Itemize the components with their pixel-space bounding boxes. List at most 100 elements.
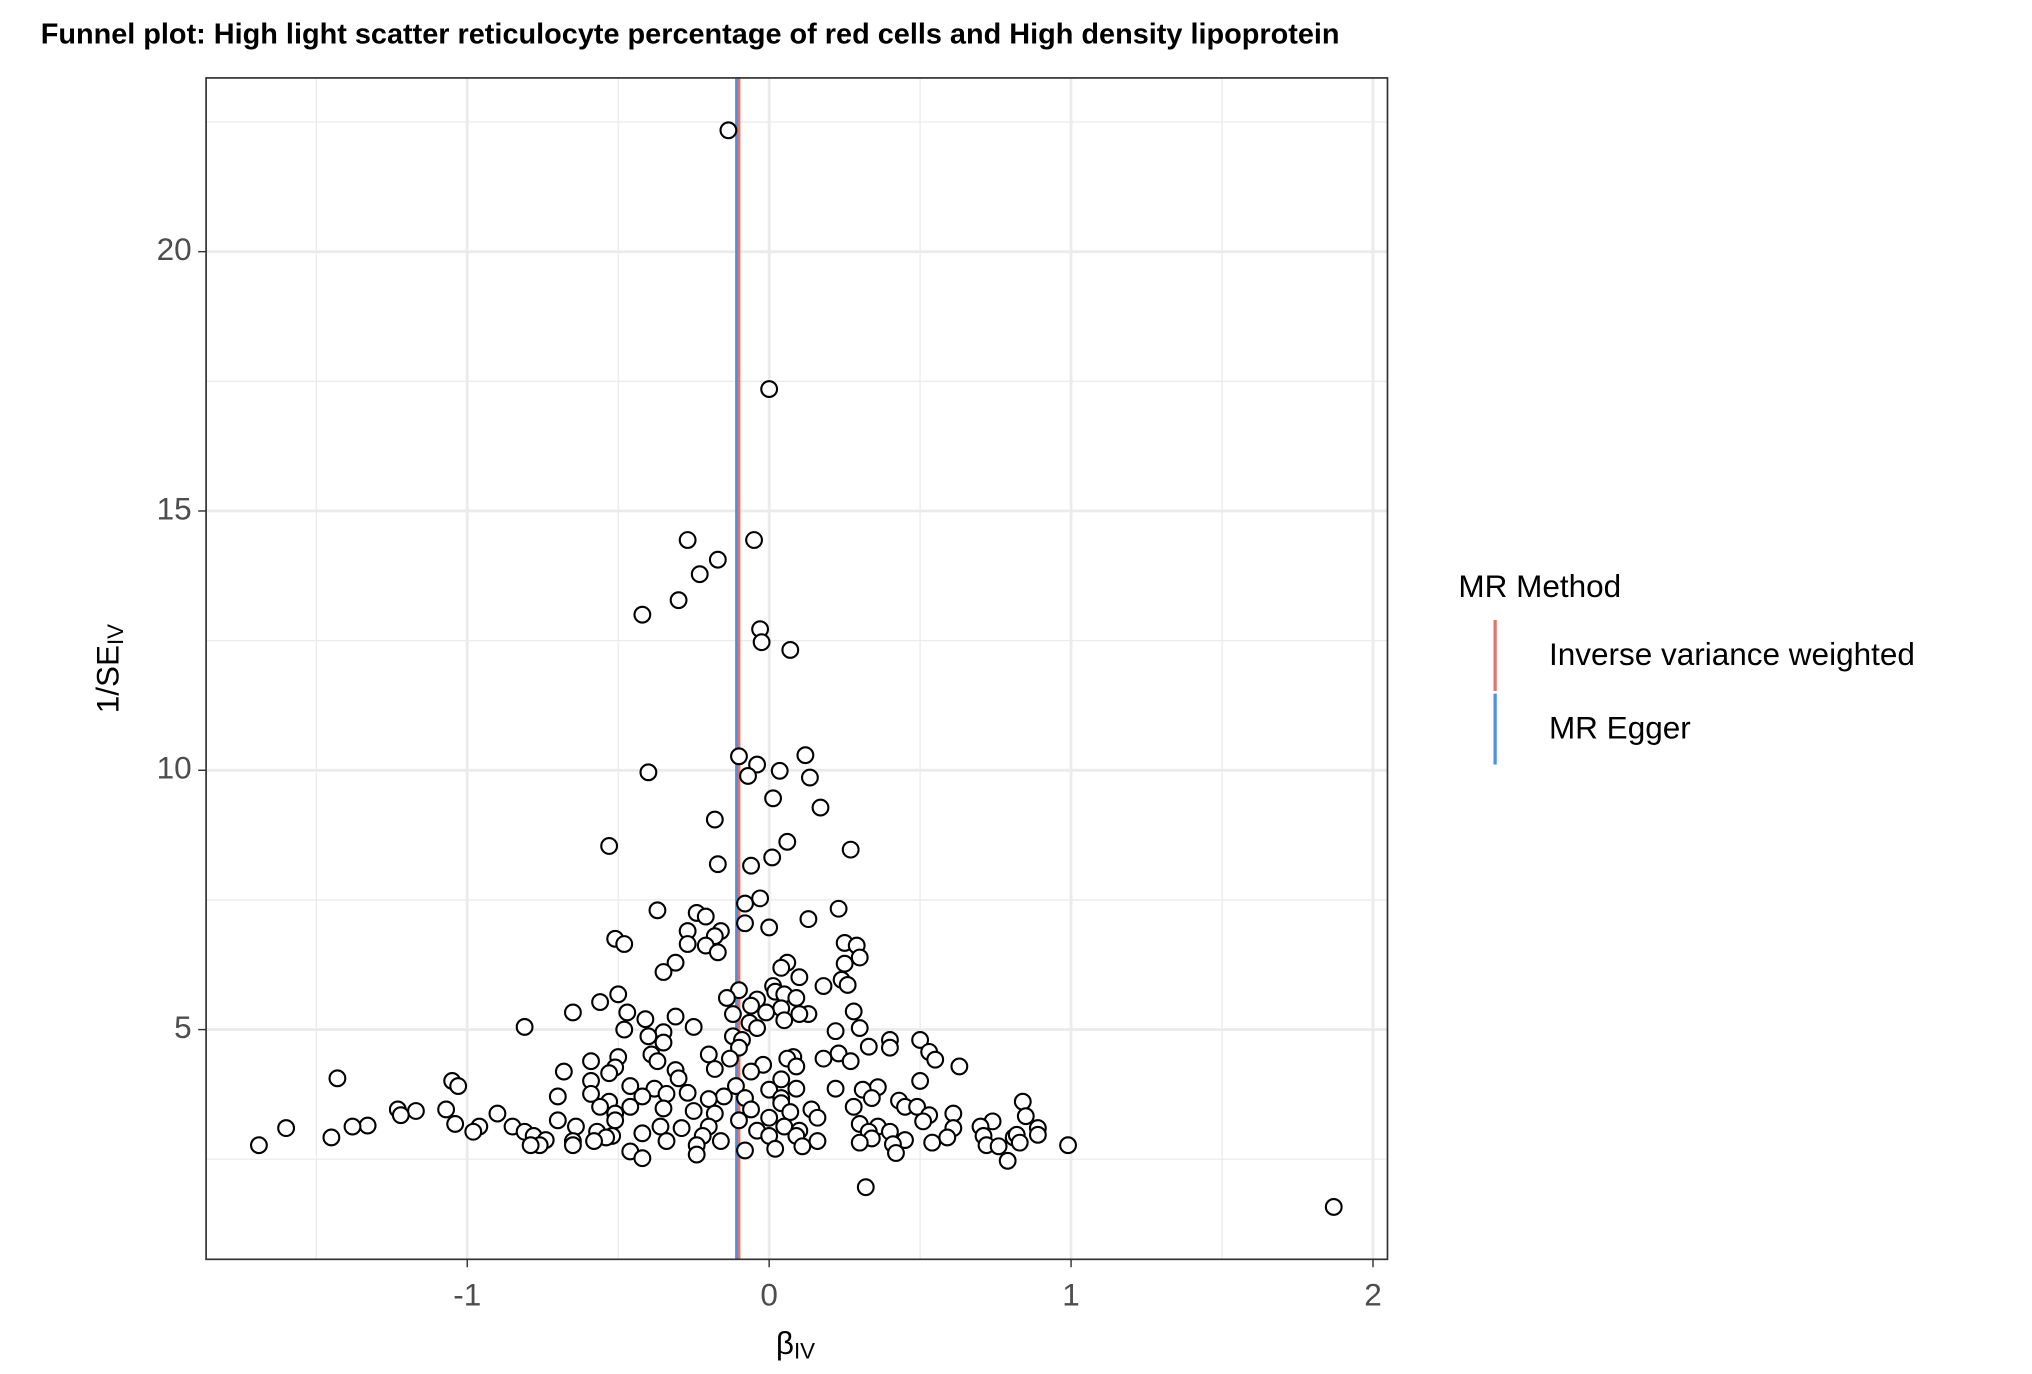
y-label-sub: IV [103, 624, 128, 645]
point [277, 1119, 296, 1138]
point [757, 1003, 776, 1022]
point [437, 1100, 456, 1119]
point [639, 763, 658, 782]
legend-label: MR Egger [1549, 710, 1691, 746]
point [781, 1103, 800, 1121]
y-tick-label: 20 [157, 231, 192, 267]
point [669, 1069, 688, 1088]
point [772, 958, 791, 977]
point [548, 1111, 567, 1130]
point [790, 1005, 809, 1023]
point [739, 767, 757, 785]
point [648, 1052, 667, 1071]
point [1016, 1107, 1035, 1126]
point [358, 1116, 377, 1135]
point [567, 1117, 585, 1136]
x-label-main: β [776, 1325, 794, 1361]
point [621, 1077, 640, 1096]
point [669, 591, 688, 610]
point [775, 1011, 794, 1030]
point [615, 1020, 634, 1039]
point [636, 1010, 655, 1029]
y-label-main: 1/SE [90, 645, 126, 713]
point [600, 1064, 619, 1083]
point [657, 1084, 676, 1103]
point [730, 747, 748, 766]
point [772, 1070, 791, 1089]
point [730, 1111, 748, 1130]
point [719, 121, 738, 140]
point [844, 1097, 863, 1116]
point [787, 989, 806, 1007]
point [808, 1132, 827, 1151]
point [838, 976, 857, 994]
point [1059, 1136, 1077, 1155]
point [808, 1108, 827, 1127]
point [742, 1100, 760, 1119]
point [850, 948, 869, 967]
point [654, 963, 673, 981]
point [826, 1022, 845, 1041]
legend-label: Inverse variance weighted [1549, 636, 1915, 672]
point [781, 641, 800, 659]
point [708, 855, 727, 874]
point [751, 889, 770, 908]
point [938, 1128, 957, 1147]
point [944, 1104, 963, 1123]
point [328, 1069, 347, 1088]
point [760, 1108, 779, 1127]
point [322, 1128, 341, 1147]
point [705, 810, 724, 829]
point [521, 1136, 540, 1155]
point [760, 1080, 779, 1099]
point [705, 1060, 724, 1078]
point [690, 565, 709, 584]
point [684, 1018, 703, 1036]
point [582, 1084, 600, 1103]
point [582, 1052, 600, 1071]
point [464, 1122, 483, 1141]
point [908, 1097, 927, 1116]
point [926, 1050, 945, 1069]
point [763, 848, 782, 867]
point [850, 1133, 869, 1152]
point [950, 1057, 969, 1076]
point [793, 1137, 812, 1156]
point [760, 918, 779, 937]
x-tick-label: 0 [760, 1277, 778, 1313]
point [814, 977, 833, 995]
point [672, 1119, 691, 1138]
point [778, 832, 797, 851]
point [748, 1019, 767, 1037]
point [911, 1071, 930, 1090]
point [654, 1099, 673, 1118]
panel-border [205, 77, 1389, 1261]
point [748, 755, 767, 774]
point [1013, 1092, 1032, 1111]
point [736, 914, 754, 933]
x-tick-label: 1 [1062, 1277, 1080, 1313]
point [742, 996, 760, 1015]
point [745, 531, 763, 549]
point [764, 789, 783, 808]
x-tick-label: -1 [453, 1277, 481, 1313]
point [648, 901, 667, 920]
point [699, 1090, 718, 1108]
point [770, 761, 789, 780]
point [787, 1079, 806, 1098]
point [736, 1141, 754, 1160]
point [799, 910, 818, 929]
point [998, 1151, 1017, 1170]
point [639, 1027, 658, 1046]
point [515, 1018, 534, 1036]
point [606, 1111, 625, 1130]
point [708, 550, 727, 569]
point [790, 968, 809, 987]
point [249, 1136, 268, 1155]
point [800, 768, 819, 787]
point [678, 1083, 697, 1102]
point [591, 1097, 610, 1116]
point [621, 1097, 640, 1116]
point [618, 1003, 637, 1022]
point [633, 1124, 652, 1143]
